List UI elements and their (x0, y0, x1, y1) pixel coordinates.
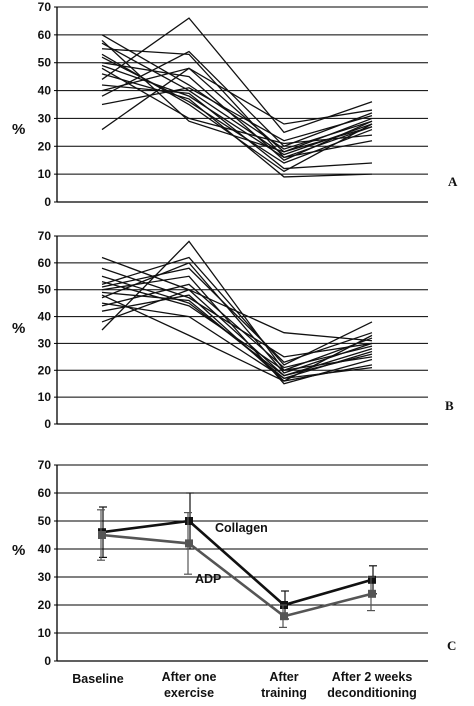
panel-label: B (445, 398, 454, 413)
y-tick-label: 70 (38, 0, 52, 14)
y-axis-label: % (12, 542, 25, 559)
series-line-13 (101, 281, 373, 371)
chart-panel-a: 0 10 20 30 40 50 60 70% A (12, 0, 458, 209)
series-line-14 (101, 87, 373, 142)
series-line-5 (101, 48, 373, 159)
series-line-11 (101, 84, 373, 170)
x-category-label: After one exercise (162, 670, 217, 700)
y-tick-label: 50 (38, 56, 52, 70)
y-tick-label: 10 (38, 390, 52, 404)
series-label-adp: ADP (195, 572, 221, 586)
x-category-label: Baseline (72, 672, 123, 686)
y-tick-label: 50 (38, 283, 52, 297)
y-tick-label: 0 (44, 417, 51, 431)
data-point-adp (98, 531, 106, 539)
data-point-collagen (368, 575, 376, 584)
y-tick-label: 30 (38, 336, 52, 350)
y-tick-label: 40 (38, 84, 52, 98)
y-axis-label: % (12, 121, 25, 138)
y-tick-label: 60 (38, 486, 52, 500)
series-line-7 (101, 62, 373, 161)
y-tick-label: 30 (38, 111, 52, 125)
y-tick-label: 0 (44, 195, 51, 209)
y-tick-label: 60 (38, 256, 52, 270)
panel-label: A (448, 174, 458, 189)
data-point-adp (368, 589, 376, 598)
series-line-adp (101, 533, 373, 618)
y-tick-label: 50 (38, 514, 52, 528)
series-line-14 (101, 291, 373, 380)
series-line-2 (101, 50, 373, 148)
y-tick-label: 40 (38, 310, 52, 324)
series-line-13 (101, 53, 373, 173)
y-tick-label: 30 (38, 570, 52, 584)
y-tick-label: 70 (38, 458, 52, 472)
series-line-6 (101, 275, 373, 385)
series-line-5 (101, 256, 373, 366)
y-tick-label: 10 (38, 167, 52, 181)
data-point-adp (280, 612, 288, 621)
y-tick-label: 20 (38, 139, 52, 153)
series-line-15 (101, 267, 373, 363)
series-label-collagen: Collagen (215, 521, 268, 535)
x-category-label: After 2 weeks deconditioning (327, 670, 417, 700)
y-tick-label: 40 (38, 542, 52, 556)
y-tick-label: 20 (38, 598, 52, 612)
series-line-3 (101, 34, 373, 150)
series-line-collagen (101, 519, 373, 607)
series-line-10 (101, 283, 373, 369)
y-axis-label: % (12, 320, 25, 337)
data-point-adp (185, 539, 193, 548)
chart-panel-b: 0 10 20 30 40 50 60 70% B (12, 229, 454, 431)
series-line-16 (101, 64, 373, 159)
series-line-12 (101, 288, 373, 377)
x-category-label: After training (261, 670, 307, 700)
y-tick-label: 60 (38, 28, 52, 42)
series-line-1 (101, 240, 373, 372)
y-tick-label: 0 (44, 654, 51, 668)
y-tick-label: 70 (38, 229, 52, 243)
chart-panel-c: 0 10 20 30 40 50 60 70% C Collagen ADP Baseline Afte… (12, 458, 456, 700)
y-tick-label: 10 (38, 626, 52, 640)
panel-label: C (447, 638, 456, 653)
data-point-collagen (185, 517, 193, 525)
y-tick-label: 20 (38, 363, 52, 377)
